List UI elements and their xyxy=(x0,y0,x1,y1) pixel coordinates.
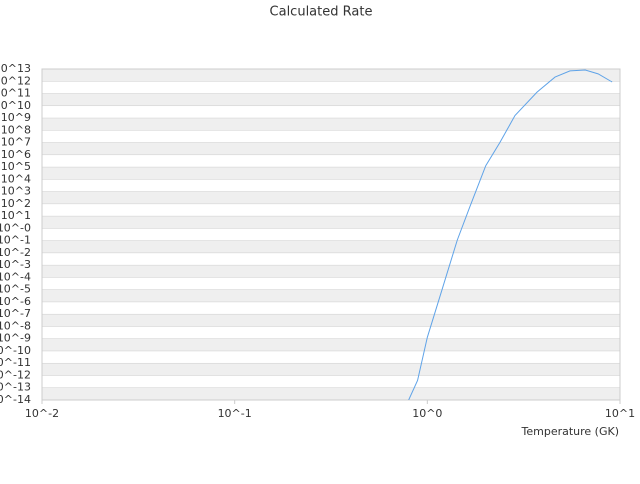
y-tick-label: 10^4 xyxy=(1,172,31,185)
y-tick-label: 10^-10 xyxy=(0,344,31,357)
y-tick-label: 10^1 xyxy=(1,209,31,222)
y-tick-label: 10^-11 xyxy=(0,356,31,369)
y-tick-label: 10^11 xyxy=(0,87,31,100)
y-tick-label: 10^-1 xyxy=(0,234,31,247)
y-tick-label: 10^-0 xyxy=(0,221,31,234)
y-tick-label: 10^-5 xyxy=(0,283,31,296)
y-tick-label: 10^-4 xyxy=(0,270,31,283)
y-tick-label: 10^10 xyxy=(0,99,31,112)
chart-title: Calculated Rate xyxy=(270,5,373,20)
grid-band xyxy=(42,142,620,155)
x-tick-label: 10^0 xyxy=(412,407,442,420)
grid-band xyxy=(42,289,620,302)
x-tick-label: 10^-1 xyxy=(218,407,252,420)
x-tick-label: 10^1 xyxy=(605,407,635,420)
plot-frame xyxy=(41,68,621,401)
y-tick-label: 10^-13 xyxy=(0,381,31,394)
grid-band xyxy=(42,191,620,204)
grid-band xyxy=(42,387,620,400)
x-tick-label: 10^-2 xyxy=(25,407,59,420)
grid-band xyxy=(42,216,620,229)
y-tick-label: 10^-2 xyxy=(0,246,31,259)
y-tick-label: 10^-3 xyxy=(0,258,31,271)
y-tick-label: 10^5 xyxy=(1,160,31,173)
grid-band xyxy=(42,363,620,376)
x-axis-label: Temperature (GK) xyxy=(521,425,620,438)
y-tick-label: 10^8 xyxy=(1,123,31,136)
y-tick-label: 10^-12 xyxy=(0,368,31,381)
series-line xyxy=(408,69,613,400)
grid-band xyxy=(42,338,620,351)
y-tick-label: 10^-14 xyxy=(0,393,31,406)
grid-band xyxy=(42,265,620,278)
y-tick-label: 10^-7 xyxy=(0,307,31,320)
y-tick-label: 10^7 xyxy=(1,136,31,149)
y-tick-label: 10^12 xyxy=(0,74,31,87)
grid-band xyxy=(42,93,620,106)
grid-band xyxy=(42,240,620,253)
grid-band xyxy=(42,167,620,180)
grid-band xyxy=(42,118,620,131)
y-tick-label: 10^3 xyxy=(1,185,31,198)
y-tick-label: 10^13 xyxy=(0,62,31,75)
y-tick-label: 10^-8 xyxy=(0,319,31,332)
y-tick-label: 10^-6 xyxy=(0,295,31,308)
y-tick-label: 10^6 xyxy=(1,148,31,161)
y-tick-label: 10^9 xyxy=(1,111,31,124)
y-tick-label: 10^2 xyxy=(1,197,31,210)
grid-band xyxy=(42,69,620,82)
y-tick-label: 10^-9 xyxy=(0,332,31,345)
grid-bands xyxy=(42,69,620,400)
grid-band xyxy=(42,314,620,327)
